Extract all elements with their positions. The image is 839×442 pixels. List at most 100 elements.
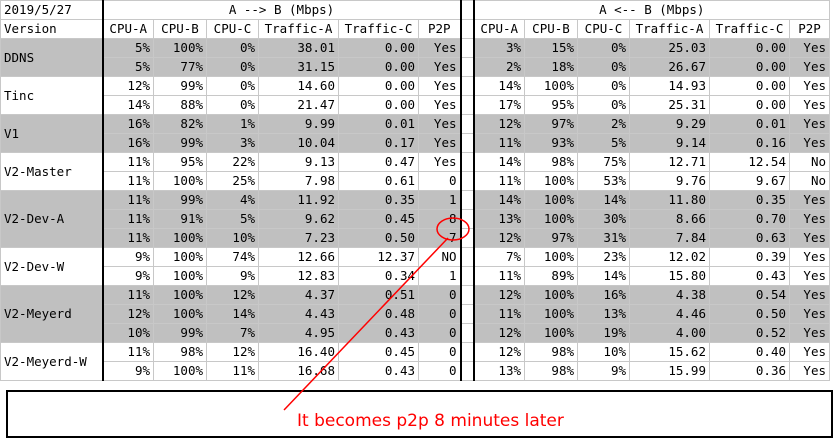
spacer-cell xyxy=(459,114,475,134)
data-cell: 11% xyxy=(101,171,154,191)
spacer-cell xyxy=(459,0,475,20)
table-row: 10% 99% 7% 4.95 0.43 0 12% 100% 19% 4.00 0.52 Yes xyxy=(1,323,830,343)
table-row: 9% 100% 11% 16.68 0.43 0 13% 98% 9% 15.99 0.36 Yes xyxy=(1,361,830,381)
data-cell: 0.01 xyxy=(338,114,419,134)
data-cell: 0.43 xyxy=(338,323,419,343)
table-row: 5% 77% 0% 31.15 0.00 Yes 2% 18% 0% 26.67 0.00 Yes xyxy=(1,57,830,77)
data-cell: 0% xyxy=(206,57,259,77)
data-cell: 0.45 xyxy=(338,209,419,229)
data-cell: 10% xyxy=(206,228,259,248)
data-cell: Yes xyxy=(789,361,830,381)
data-cell: 12% xyxy=(473,114,525,134)
spacer-cell xyxy=(459,76,475,96)
data-cell: 11% xyxy=(206,361,259,381)
data-cell: 9% xyxy=(206,266,259,286)
data-cell: 82% xyxy=(153,114,207,134)
data-cell: 100% xyxy=(153,38,207,58)
spacer-cell xyxy=(459,285,475,305)
table-row: V2-Meyerd 11% 100% 12% 4.37 0.51 0 12% 100% 16% 4.… xyxy=(0,285,830,343)
column-header: CPU-A xyxy=(101,19,154,39)
data-cell: 5% xyxy=(101,57,154,77)
data-cell: Yes xyxy=(789,133,830,153)
version-name: V2-Meyerd xyxy=(0,285,103,343)
data-cell: 4.38 xyxy=(629,285,710,305)
data-cell: 16% xyxy=(577,285,630,305)
spacer-cell xyxy=(459,342,475,362)
data-cell: 100% xyxy=(153,361,207,381)
version-name: V2-Master xyxy=(0,152,103,191)
version-name: V1 xyxy=(0,114,103,153)
data-cell: 0% xyxy=(577,57,630,77)
data-cell: 0.00 xyxy=(338,95,419,115)
annotation-note: It becomes p2p 8 minutes later xyxy=(297,411,564,431)
data-cell: 0.00 xyxy=(709,95,790,115)
data-cell: 7.84 xyxy=(629,228,710,248)
data-cell: 1 xyxy=(418,190,461,210)
table-row: DDNS 5% 100% 0% 38.01 0.00 Yes 3% 15% 0% 25.03 0.00… xyxy=(0,38,830,77)
data-cell: Yes xyxy=(789,190,830,210)
table-row: V1 16% 82% 1% 9.99 0.01 Yes 12% 97% 2% 9.29 0.01 Yes xyxy=(0,114,830,153)
data-cell: 4% xyxy=(206,190,259,210)
data-cell: 11% xyxy=(473,133,525,153)
annotation-arrow xyxy=(283,237,449,411)
data-cell: 13% xyxy=(473,361,525,381)
data-cell: Yes xyxy=(789,285,830,305)
data-cell: 4.46 xyxy=(629,304,710,324)
data-cell: 14% xyxy=(473,190,525,210)
data-cell: 12.83 xyxy=(258,266,339,286)
data-cell: 97% xyxy=(524,228,578,248)
data-cell: 14.93 xyxy=(629,76,710,96)
spacer-cell xyxy=(459,19,475,39)
data-cell: Yes xyxy=(789,304,830,324)
data-cell: 19% xyxy=(577,323,630,343)
version-header: Version xyxy=(0,19,103,39)
data-cell: Yes xyxy=(789,209,830,229)
data-cell: 11.80 xyxy=(629,190,710,210)
data-cell: 30% xyxy=(577,209,630,229)
spacer-cell xyxy=(459,133,475,153)
data-cell: 1% xyxy=(206,114,259,134)
version-name: Tinc xyxy=(0,76,103,115)
data-cell: Yes xyxy=(418,38,461,58)
data-cell: 14% xyxy=(577,190,630,210)
data-cell: 4.43 xyxy=(258,304,339,324)
data-cell: 9.14 xyxy=(629,133,710,153)
data-cell: 9.29 xyxy=(629,114,710,134)
data-cell: 26.67 xyxy=(629,57,710,77)
data-cell: 12.71 xyxy=(629,152,710,172)
column-header: P2P xyxy=(789,19,830,39)
table-row: V2-Dev-W 9% 100% 74% 12.66 12.37 NO 7% 100% 23% 12… xyxy=(0,247,830,286)
data-cell: 18% xyxy=(524,57,578,77)
data-cell: 2% xyxy=(473,57,525,77)
data-cell: 99% xyxy=(153,323,207,343)
data-cell: 4.00 xyxy=(629,323,710,343)
data-cell: 97% xyxy=(524,114,578,134)
data-cell: 100% xyxy=(153,285,207,305)
column-header: CPU-A xyxy=(473,19,525,39)
data-cell: 12% xyxy=(473,285,525,305)
data-cell: 0.54 xyxy=(709,285,790,305)
data-cell: 100% xyxy=(524,285,578,305)
data-cell: 9% xyxy=(101,361,154,381)
data-cell: 77% xyxy=(153,57,207,77)
data-cell: 14% xyxy=(473,76,525,96)
data-cell: 11% xyxy=(473,304,525,324)
data-cell: 25% xyxy=(206,171,259,191)
data-cell: 100% xyxy=(524,209,578,229)
data-cell: 99% xyxy=(153,190,207,210)
data-cell: Yes xyxy=(418,57,461,77)
data-cell: Yes xyxy=(789,342,830,362)
data-cell: 17% xyxy=(473,95,525,115)
data-cell: 4.95 xyxy=(258,323,339,343)
data-cell: 8.66 xyxy=(629,209,710,229)
data-cell: 15.99 xyxy=(629,361,710,381)
data-cell: 99% xyxy=(153,76,207,96)
table-row: 9% 100% 9% 12.83 0.34 1 11% 89% 14% 15.80 0.43 Yes xyxy=(1,266,830,286)
spacer-cell xyxy=(459,266,475,286)
data-cell: 16% xyxy=(101,114,154,134)
data-cell: 2% xyxy=(577,114,630,134)
data-cell: 38.01 xyxy=(258,38,339,58)
note-box xyxy=(6,390,833,438)
data-cell: 0% xyxy=(206,76,259,96)
